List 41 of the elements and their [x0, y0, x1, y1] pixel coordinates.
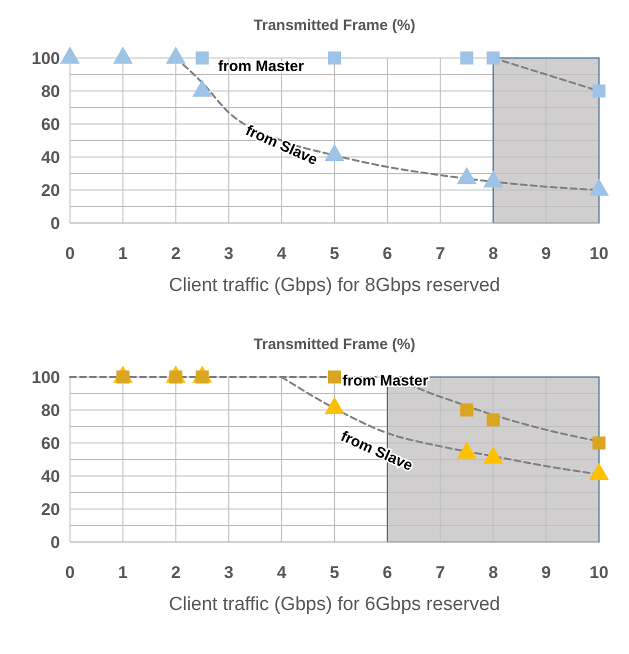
x-axis-title: Client traffic (Gbps) for 8Gbps reserved	[168, 275, 500, 296]
x-tick-label: 8	[488, 563, 498, 582]
x-tick-label: 6	[382, 563, 392, 582]
y-tick-label: 80	[41, 82, 60, 101]
x-tick-label: 5	[330, 244, 340, 263]
annotation: from Master	[218, 58, 304, 76]
x-tick-label: 3	[224, 563, 234, 582]
y-tick-label: 60	[41, 434, 60, 453]
chart-title: Transmitted Frame (%)	[254, 336, 416, 353]
x-tick-label: 8	[488, 244, 498, 263]
y-tick-label: 100	[32, 48, 60, 68]
y-tick-label: 40	[41, 148, 60, 167]
x-tick-label: 9	[541, 244, 551, 263]
y-tick-label: 0	[50, 214, 60, 233]
y-tick-label: 80	[41, 400, 60, 420]
x-tick-label: 2	[171, 244, 181, 263]
y-tick-label: 100	[32, 368, 60, 387]
x-tick-label: 10	[590, 244, 608, 263]
x-tick-label: 0	[65, 244, 75, 263]
x-tick-label: 7	[436, 244, 446, 263]
x-tick-label: 4	[276, 563, 287, 582]
x-tick-label: 2	[171, 563, 181, 582]
annotation: from Slave	[338, 428, 416, 475]
y-tick-label: 20	[41, 180, 60, 200]
x-tick-label: 10	[590, 563, 608, 582]
annotation: from Slave	[242, 122, 320, 169]
x-tick-label: 5	[330, 563, 340, 582]
y-tick-label: 40	[41, 466, 60, 486]
chart-title: Transmitted Frame (%)	[254, 17, 416, 34]
x-tick-label: 1	[118, 563, 128, 582]
y-tick-label: 0	[50, 532, 60, 552]
x-axis-title: Client traffic (Gbps) for 6Gbps reserved	[168, 594, 500, 615]
x-tick-label: 1	[118, 244, 128, 263]
x-tick-label: 0	[65, 563, 75, 582]
y-tick-label: 20	[41, 500, 60, 519]
x-tick-label: 4	[276, 244, 287, 263]
y-tick-label: 60	[41, 114, 60, 134]
x-tick-label: 9	[541, 563, 551, 582]
x-tick-label: 3	[224, 244, 234, 263]
x-tick-label: 6	[382, 244, 392, 263]
x-tick-label: 7	[436, 563, 446, 582]
